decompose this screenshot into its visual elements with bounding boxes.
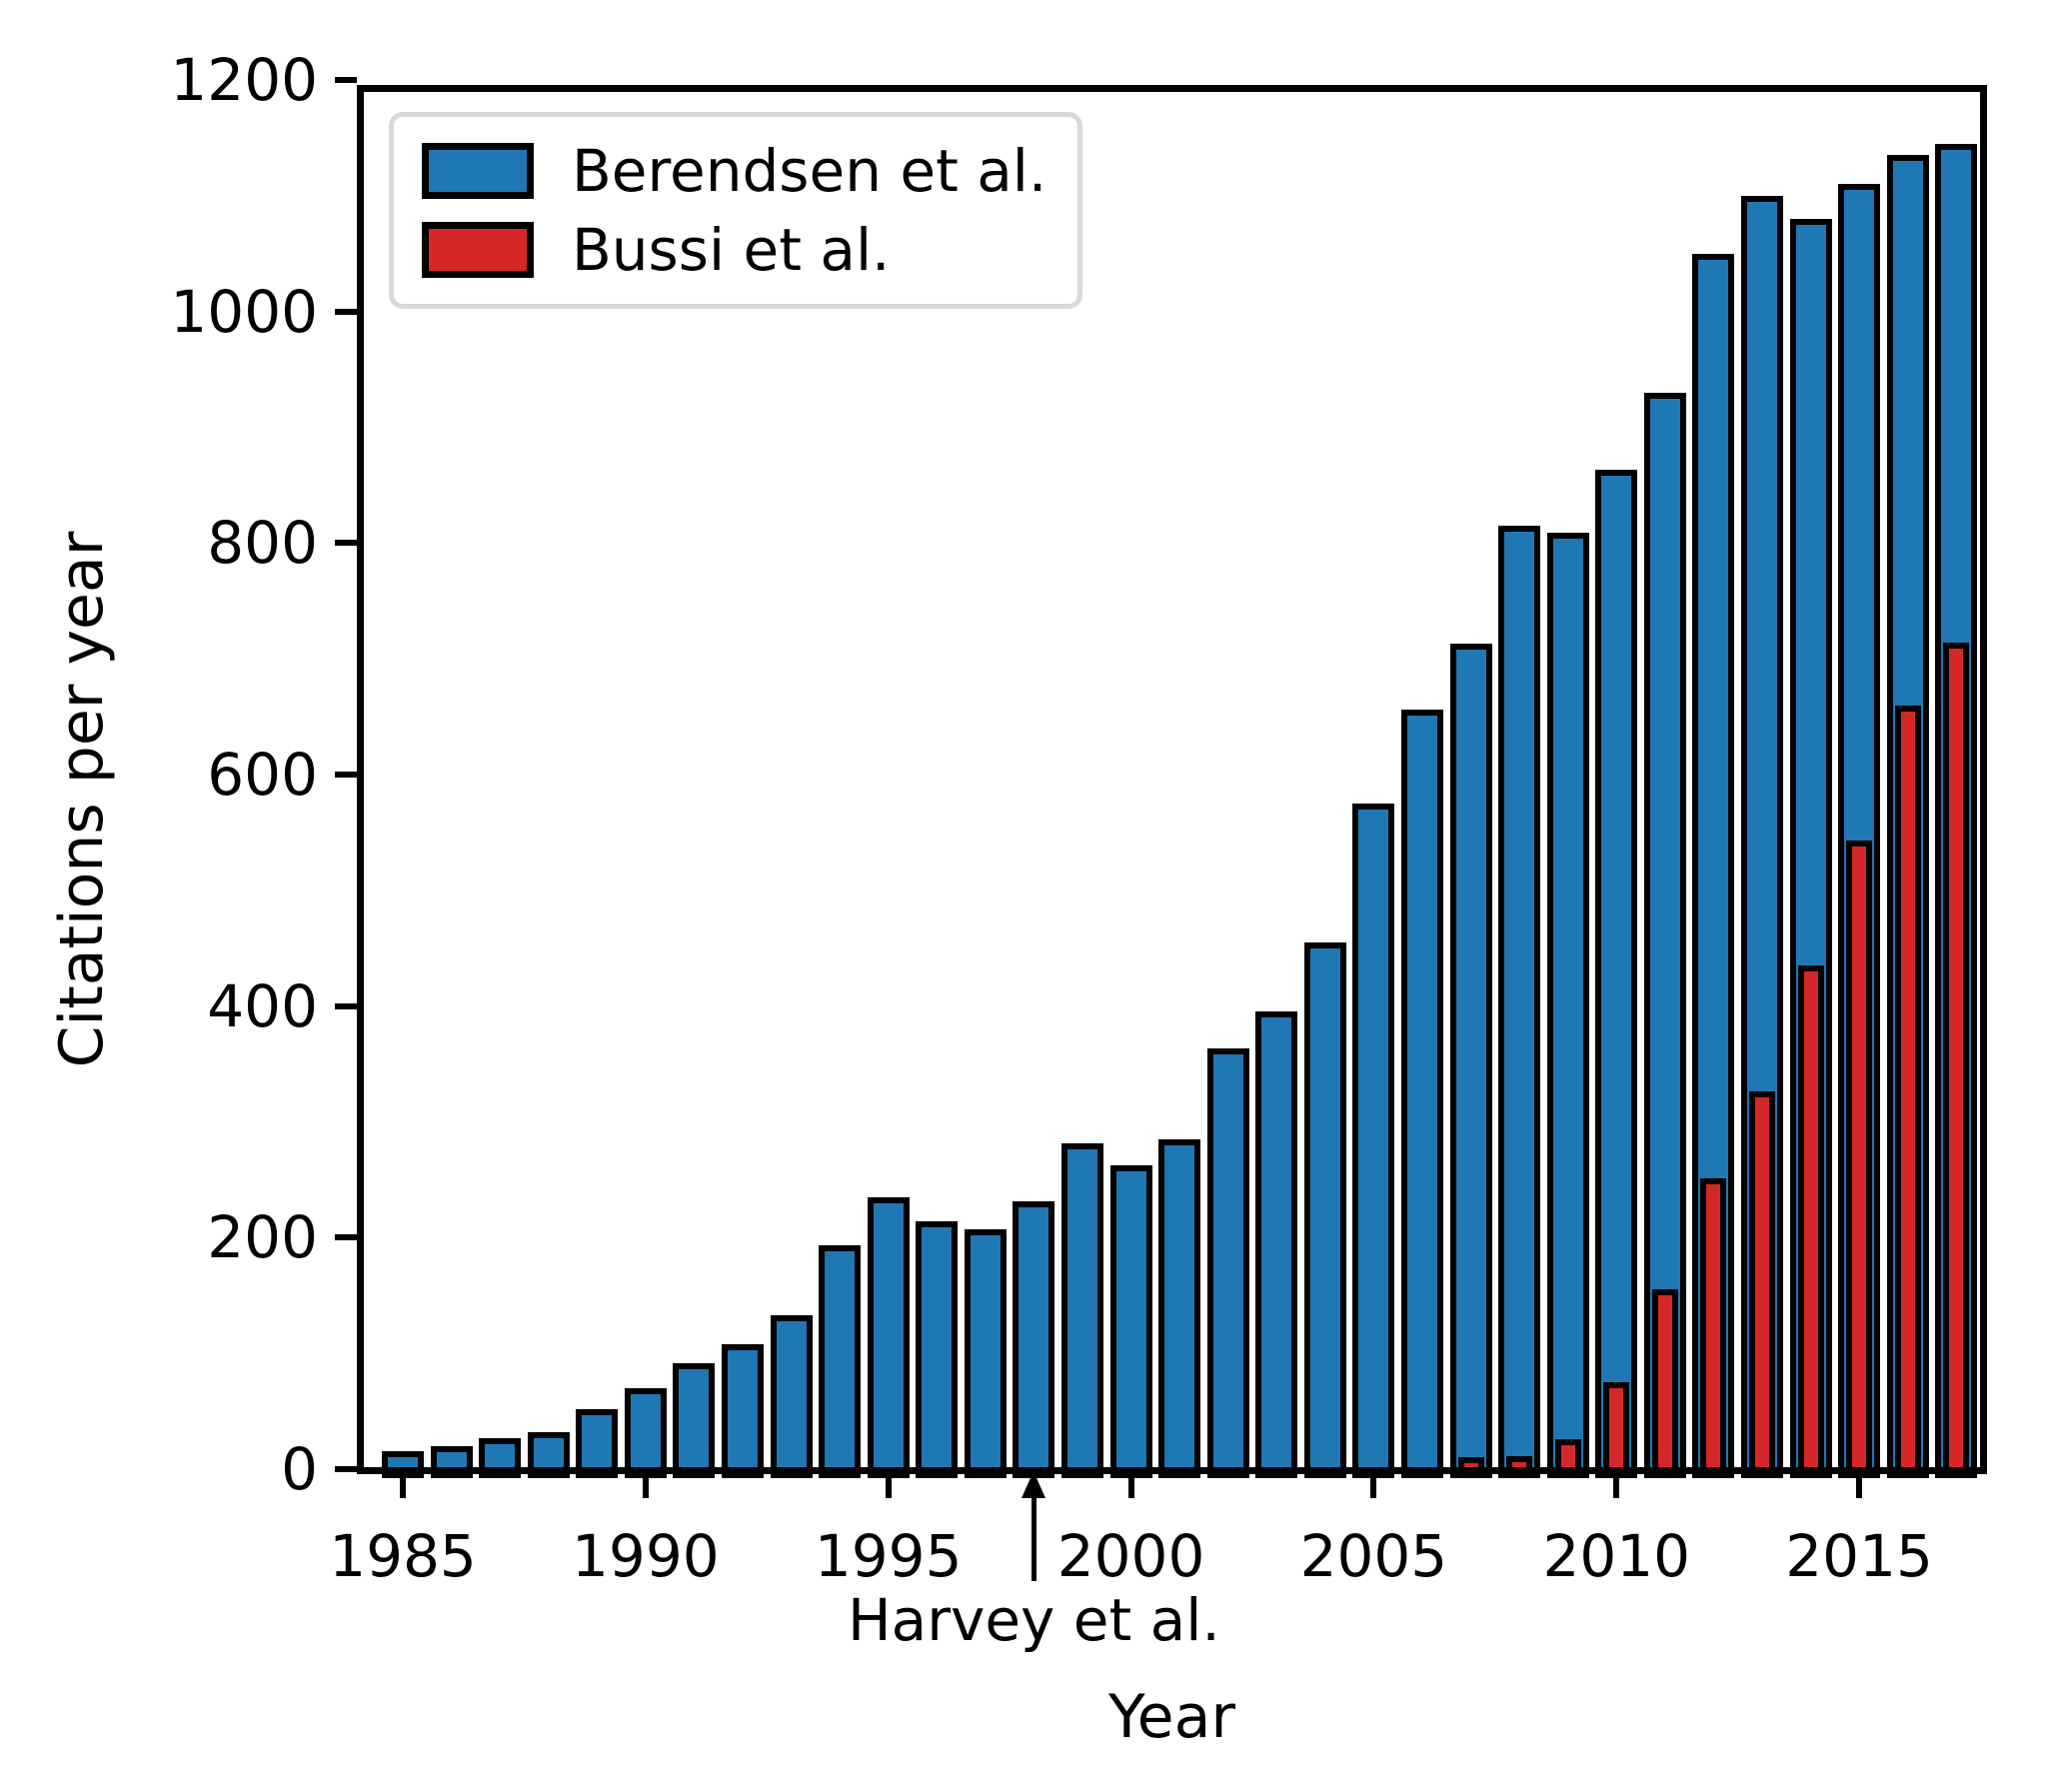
bar-berendsen-1987 xyxy=(479,1437,522,1478)
bar-berendsen-1992 xyxy=(721,1343,764,1478)
bar-berendsen-1999 xyxy=(1060,1143,1103,1478)
bar-berendsen-2006 xyxy=(1400,709,1443,1478)
y-tick-label-0: 0 xyxy=(281,1435,318,1503)
y-tick-label-600: 600 xyxy=(207,741,318,809)
y-tick-1200 xyxy=(335,77,357,83)
bar-bussi-2015 xyxy=(1846,840,1873,1478)
x-tick-label-2015: 2015 xyxy=(1785,1522,1933,1590)
y-tick-0 xyxy=(335,1466,357,1472)
x-tick-label-2005: 2005 xyxy=(1299,1522,1448,1590)
bar-berendsen-2002 xyxy=(1206,1048,1249,1478)
bar-bussi-2014 xyxy=(1797,964,1824,1478)
annotation-arrow-stem xyxy=(1031,1493,1036,1581)
x-tick-label-1995: 1995 xyxy=(814,1522,963,1590)
y-tick-1000 xyxy=(335,308,357,315)
x-tick-2010 xyxy=(1613,1474,1620,1498)
x-tick-label-2010: 2010 xyxy=(1542,1522,1691,1590)
bar-berendsen-1995 xyxy=(867,1196,910,1478)
bar-berendsen-2003 xyxy=(1255,1011,1298,1478)
bar-berendsen-1986 xyxy=(430,1445,473,1478)
bar-berendsen-2001 xyxy=(1158,1138,1201,1478)
legend-swatch-bussi xyxy=(422,222,534,279)
bar-berendsen-1988 xyxy=(527,1431,570,1478)
bar-berendsen-2010 xyxy=(1595,470,1638,1478)
x-axis-label: Year xyxy=(1107,1682,1236,1752)
x-tick-1985 xyxy=(400,1474,406,1498)
legend-item-berendsen: Berendsen et al. xyxy=(422,142,1049,200)
y-tick-label-200: 200 xyxy=(207,1203,318,1272)
x-tick-label-1990: 1990 xyxy=(572,1522,720,1590)
bar-berendsen-1993 xyxy=(770,1314,813,1478)
y-tick-label-1200: 1200 xyxy=(170,46,318,114)
bar-berendsen-2005 xyxy=(1352,803,1395,1478)
y-tick-200 xyxy=(335,1234,357,1241)
y-tick-800 xyxy=(335,540,357,547)
bar-berendsen-2007 xyxy=(1449,643,1492,1478)
bar-berendsen-1989 xyxy=(576,1408,619,1478)
bar-berendsen-2009 xyxy=(1546,532,1589,1478)
bar-bussi-2010 xyxy=(1603,1381,1630,1478)
bar-berendsen-1998 xyxy=(1013,1201,1055,1478)
bar-berendsen-2008 xyxy=(1498,525,1541,1478)
y-tick-400 xyxy=(335,1002,357,1009)
bar-bussi-2016 xyxy=(1894,706,1921,1478)
bar-bussi-2011 xyxy=(1651,1289,1678,1478)
bar-bussi-2013 xyxy=(1748,1091,1775,1478)
bar-berendsen-1996 xyxy=(916,1220,959,1478)
y-tick-label-400: 400 xyxy=(207,971,318,1040)
x-tick-1990 xyxy=(642,1474,649,1498)
annotation-text: Harvey et al. xyxy=(848,1586,1220,1654)
bar-berendsen-2000 xyxy=(1109,1165,1152,1478)
bar-berendsen-1997 xyxy=(964,1229,1007,1478)
x-tick-2005 xyxy=(1370,1474,1377,1498)
y-tick-600 xyxy=(335,772,357,778)
y-axis-label: Citations per year xyxy=(47,531,117,1068)
legend: Berendsen et al. Bussi et al. xyxy=(389,112,1082,309)
x-tick-1995 xyxy=(885,1474,892,1498)
bar-berendsen-1985 xyxy=(382,1451,424,1478)
bar-berendsen-2004 xyxy=(1303,941,1346,1478)
legend-item-bussi: Bussi et al. xyxy=(422,221,1049,279)
bar-bussi-2009 xyxy=(1554,1438,1581,1478)
bar-bussi-2007 xyxy=(1457,1457,1484,1478)
bar-bussi-2017 xyxy=(1943,642,1970,1478)
bar-berendsen-1994 xyxy=(819,1245,862,1478)
legend-label-berendsen: Berendsen et al. xyxy=(572,136,1047,205)
y-tick-label-800: 800 xyxy=(207,509,318,578)
legend-label-bussi: Bussi et al. xyxy=(572,216,891,285)
x-tick-2000 xyxy=(1127,1474,1134,1498)
x-tick-label-2000: 2000 xyxy=(1056,1522,1205,1590)
legend-swatch-berendsen xyxy=(422,142,534,199)
bar-berendsen-1991 xyxy=(673,1363,716,1478)
bar-berendsen-1990 xyxy=(624,1387,667,1478)
y-tick-label-1000: 1000 xyxy=(170,277,318,346)
x-tick-2015 xyxy=(1856,1474,1863,1498)
x-tick-label-1985: 1985 xyxy=(329,1522,477,1590)
bar-bussi-2008 xyxy=(1506,1456,1533,1478)
bar-bussi-2012 xyxy=(1700,1178,1727,1478)
